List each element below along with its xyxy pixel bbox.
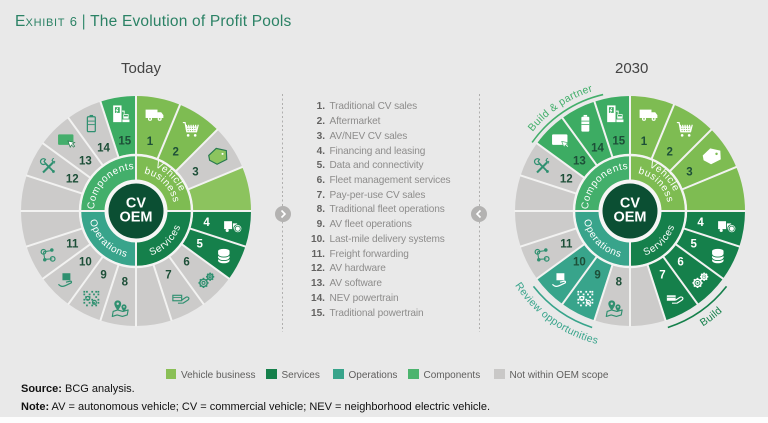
svg-text:3: 3 (192, 166, 198, 178)
svg-text:4: 4 (697, 217, 704, 229)
svg-text:12: 12 (66, 174, 79, 186)
svg-text:14: 14 (591, 142, 604, 154)
svg-text:9: 9 (100, 270, 106, 282)
svg-text:7: 7 (165, 270, 171, 282)
svg-text:8: 8 (616, 277, 623, 289)
svg-text:4: 4 (203, 217, 210, 229)
svg-text:1: 1 (641, 136, 648, 148)
svg-text:2: 2 (667, 147, 673, 159)
svg-text:11: 11 (560, 238, 573, 250)
svg-text:7: 7 (659, 270, 665, 282)
svg-text:5: 5 (691, 238, 698, 250)
svg-text:CV: CV (126, 196, 146, 212)
svg-text:9: 9 (594, 270, 600, 282)
svg-text:2: 2 (173, 147, 179, 159)
svg-text:14: 14 (97, 142, 110, 154)
svg-text:13: 13 (79, 155, 92, 167)
svg-text:13: 13 (573, 155, 586, 167)
svg-text:10: 10 (573, 257, 586, 269)
svg-text:Build: Build (698, 305, 725, 329)
svg-text:OEM: OEM (613, 210, 646, 226)
svg-text:1: 1 (147, 136, 154, 148)
svg-text:5: 5 (197, 238, 204, 250)
svg-text:6: 6 (183, 257, 189, 269)
svg-text:12: 12 (560, 174, 573, 186)
svg-text:CV: CV (620, 196, 640, 212)
svg-text:15: 15 (612, 135, 625, 147)
svg-text:11: 11 (66, 238, 79, 250)
svg-text:6: 6 (677, 257, 683, 269)
svg-text:3: 3 (686, 166, 692, 178)
svg-text:10: 10 (79, 257, 92, 269)
svg-text:15: 15 (118, 135, 131, 147)
svg-text:OEM: OEM (119, 210, 152, 226)
svg-text:8: 8 (122, 277, 129, 289)
